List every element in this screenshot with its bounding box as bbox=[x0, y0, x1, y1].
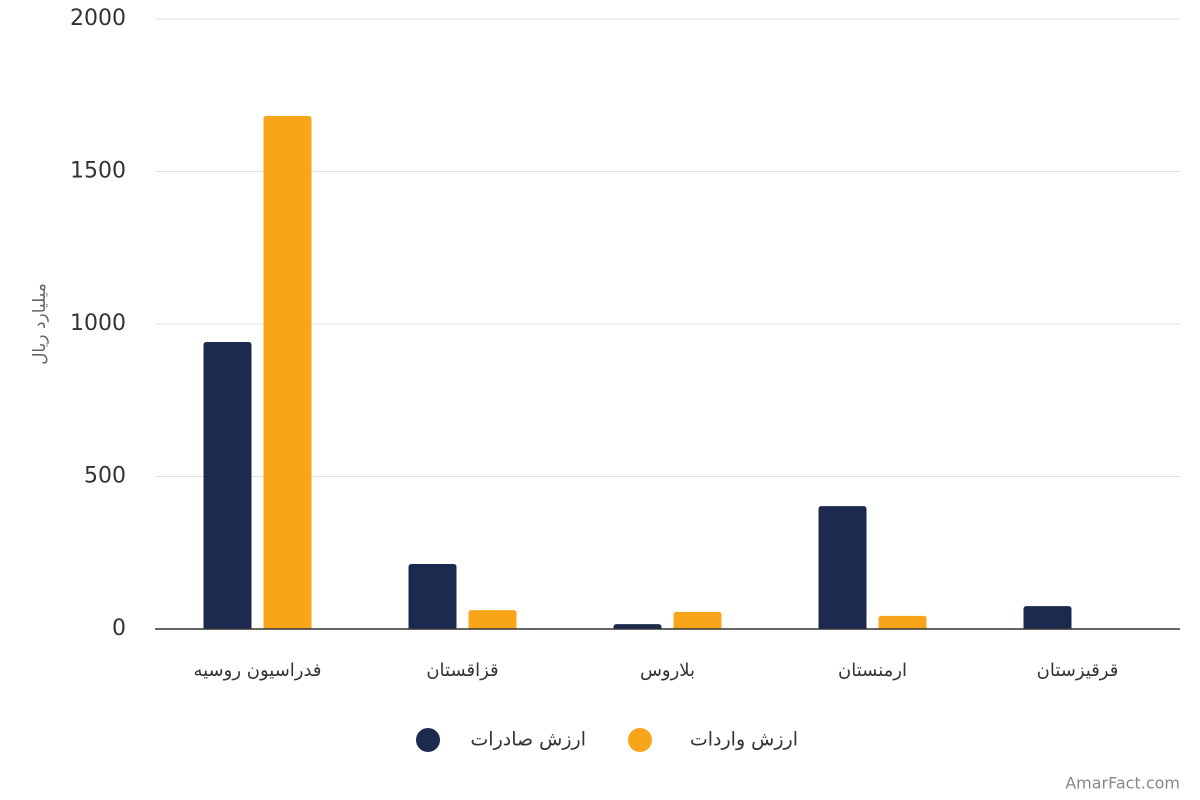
x-tick-label: قزاقستان bbox=[426, 660, 498, 681]
x-tick-label: بلاروس bbox=[640, 660, 695, 681]
legend-marker bbox=[628, 728, 652, 752]
legend-marker bbox=[416, 728, 440, 752]
bar bbox=[263, 115, 312, 630]
y-tick-label: 500 bbox=[84, 464, 126, 489]
y-tick-label: 1000 bbox=[70, 311, 126, 336]
y-axis-label: میلیارد ریال bbox=[30, 283, 50, 365]
y-tick-label: 1500 bbox=[70, 159, 126, 184]
bar bbox=[408, 564, 457, 629]
bar bbox=[1023, 606, 1072, 629]
y-tick-label: 2000 bbox=[70, 6, 126, 31]
x-tick-label: قرقیزستان bbox=[1037, 660, 1119, 681]
bar bbox=[673, 611, 722, 629]
x-tick-label: ارمنستان bbox=[838, 660, 907, 681]
y-tick-label: 0 bbox=[112, 616, 126, 641]
bar bbox=[203, 341, 252, 629]
legend-label: ارزش واردات bbox=[690, 729, 798, 751]
bar bbox=[818, 506, 867, 629]
x-tick-label: فدراسیون روسیه bbox=[193, 660, 321, 681]
bar bbox=[468, 610, 517, 629]
watermark: AmarFact.com bbox=[1065, 774, 1180, 793]
bar bbox=[613, 624, 662, 629]
bar bbox=[878, 615, 927, 629]
legend-label: ارزش صادرات bbox=[470, 729, 586, 751]
